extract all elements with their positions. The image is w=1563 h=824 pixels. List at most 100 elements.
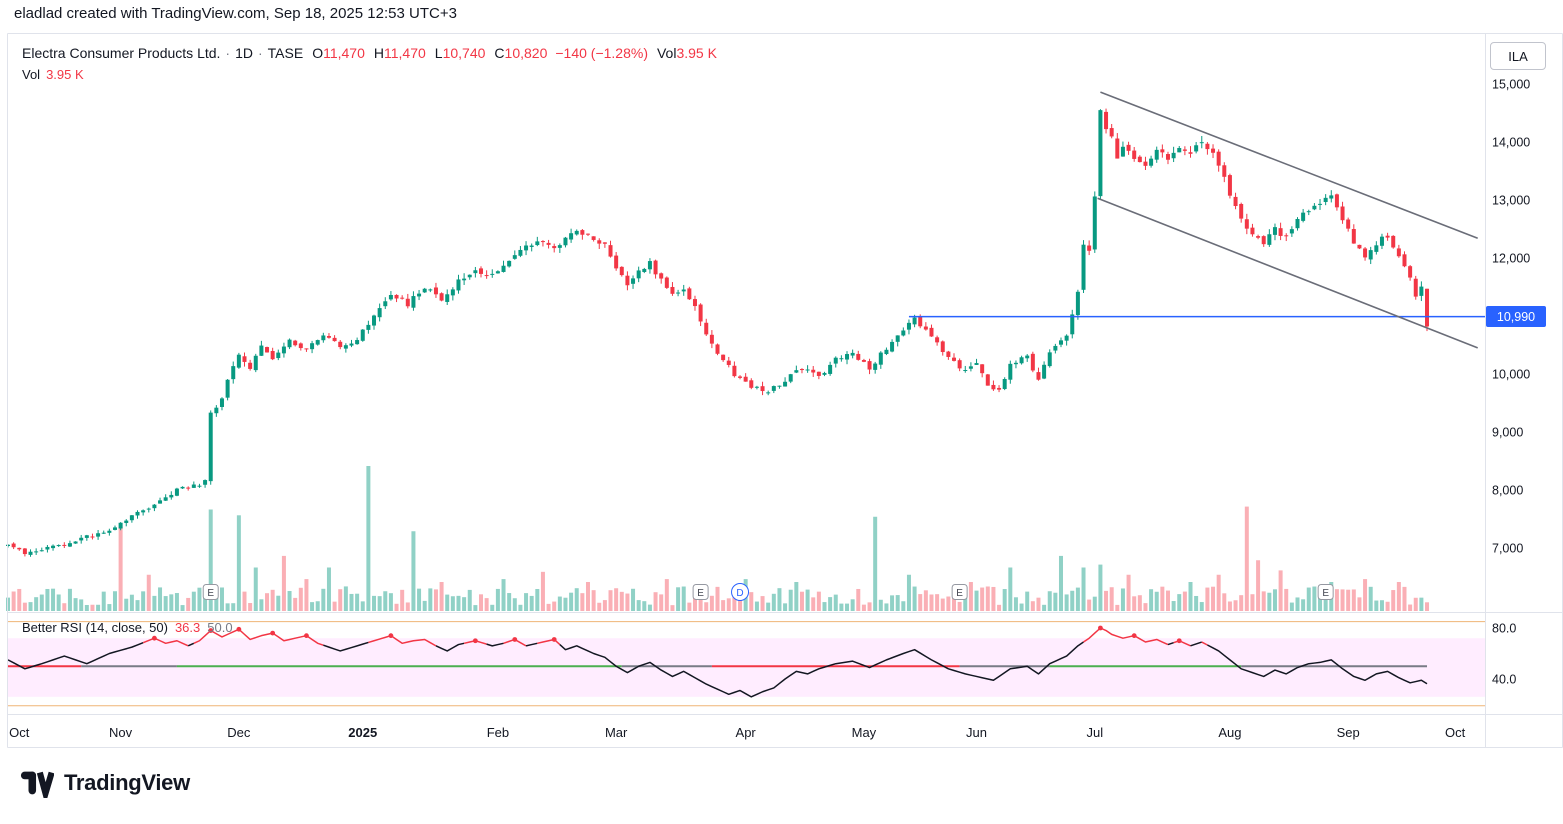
candle [940,341,945,353]
candle [276,352,281,359]
candle [946,351,951,357]
candle [1182,149,1187,151]
candle [107,530,112,533]
candle [450,289,455,296]
volume-bar [163,596,168,611]
candle [906,322,911,330]
earnings-marker[interactable] [692,584,709,600]
candle [1396,248,1401,257]
volume-bar [918,594,923,611]
earnings-marker[interactable] [1317,584,1334,600]
timeframe-label[interactable]: 1D [235,45,253,61]
candle [45,546,50,550]
volume-bar [1013,597,1018,611]
tradingview-logo[interactable]: TradingView [20,768,190,798]
symbol-title[interactable]: Electra Consumer Products Ltd. [22,45,221,61]
volume-bar [501,579,506,611]
candle [833,357,838,364]
candle [366,324,371,330]
candle [422,288,427,293]
price-axis[interactable]: 15,000 14,000 13,000 12,000 10,000 9,000 8,000… [1492,78,1530,687]
candle [433,287,438,295]
volume-indicator-legend[interactable]: Vol 3.95 K [22,67,84,82]
candle [1239,203,1244,219]
candle [1391,235,1396,248]
volume-bar [1115,604,1120,611]
volume-bar [377,596,382,611]
volume-bar [439,582,444,611]
candle [873,363,878,370]
candle [1329,195,1334,199]
candle [901,330,906,336]
exchange-label: TASE [267,45,304,61]
currency-toggle-button[interactable]: ILA [1490,42,1546,70]
candle [1036,372,1041,380]
candle [73,541,78,544]
candles-layer[interactable] [6,108,1430,557]
candle [197,485,202,487]
volume-bar [1396,582,1401,611]
candle [709,334,714,344]
channel-line-upper[interactable] [1100,91,1478,240]
volume-bar [659,594,664,611]
candle [225,379,230,398]
candle [743,376,748,382]
earnings-marker[interactable] [202,584,219,600]
candle [1132,150,1137,159]
dividend-marker[interactable] [731,583,750,601]
volume-bar [923,590,928,611]
volume-bar [535,589,540,611]
candle [771,386,776,391]
candle [1323,197,1328,202]
volume-bar [845,603,850,611]
volume-layer[interactable] [6,466,1430,611]
volume-bar [293,597,298,611]
volume-bar [1205,587,1210,611]
price-line-badge: 10,990 [1486,306,1546,327]
volume-bar [619,591,624,611]
candle [287,339,292,348]
close-label: C [494,45,505,61]
candle [1047,352,1052,367]
volume-bar [1368,586,1373,611]
candle [28,551,33,555]
candle [788,374,793,382]
volume-bar [1323,593,1328,611]
candle [501,265,506,272]
time-axis[interactable]: Oct Nov Dec 2025 Feb Mar Apr May Jun Jul Aug Sep Oct [9,725,1466,740]
volume-bar [101,591,106,611]
rsi-legend[interactable]: Better RSI (14, close, 50) 36.3 50.0 [22,620,233,635]
rsi-line[interactable] [7,625,1428,698]
candle [614,255,619,269]
volume-bar [608,590,613,611]
volume-bar [383,591,388,611]
time-axis-label: Nov [109,725,133,740]
volume-bar [338,589,343,611]
candle [1087,245,1092,251]
volume-bar [1239,595,1244,611]
separator-dot: · [225,45,231,61]
volume-bar [433,589,438,611]
candle [1098,110,1103,197]
candle [405,298,410,307]
channel-line-lower[interactable] [1097,197,1478,349]
volume-bar [771,593,776,611]
rsi-midline-value: 50.0 [207,620,233,635]
volume-bar [878,599,883,611]
candle [952,357,957,361]
volume-bar [56,594,61,611]
candle [180,486,185,489]
volume-bar [1413,597,1418,611]
event-markers[interactable]: E E E ED [202,583,1334,601]
earnings-marker[interactable] [951,584,968,600]
candle [456,279,461,291]
volume-bar [298,587,303,611]
volume-bar [557,596,562,611]
candle [51,545,56,549]
volume-bar [901,601,906,611]
volume-bar [715,586,720,611]
volume-bar [963,592,968,611]
candle [22,548,27,555]
volume-bar [591,590,596,611]
